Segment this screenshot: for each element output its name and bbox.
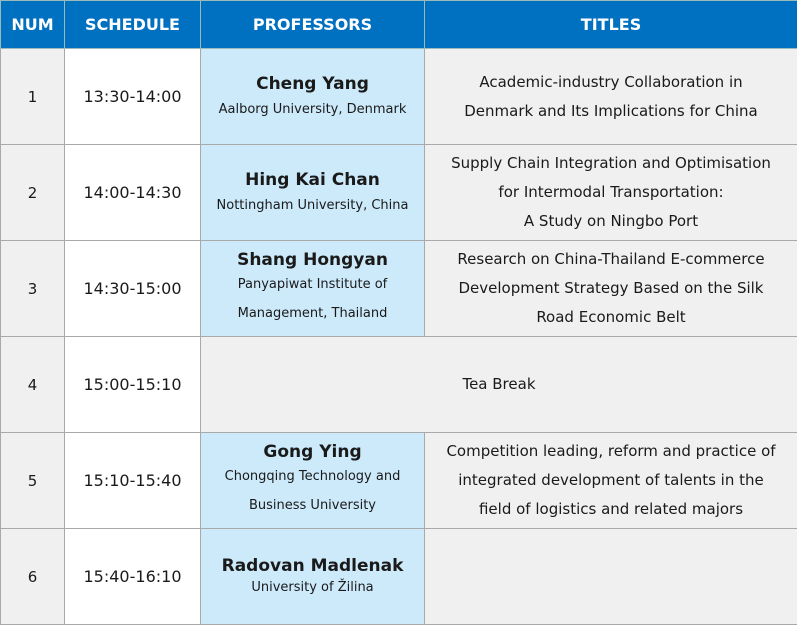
professor-affiliation: Nottingham University, China [216,197,409,213]
professor-cell: Radovan Madlenak University of Žilina [200,528,425,625]
title-line: integrated development of talents in the [458,471,764,489]
tea-break-cell: Tea Break [200,336,797,433]
schedule-cell: 15:10-15:40 [64,432,201,529]
title-cell: Research on China-Thailand E-commerce Dev… [424,240,797,337]
professor-affiliation: University of Žilina [251,579,374,595]
professor-name: Cheng Yang [256,73,369,94]
professor-affiliation: Management, Thailand [237,305,388,321]
professor-name: Hing Kai Chan [245,169,380,190]
header-titles: TITLES [424,0,797,49]
num-cell: 2 [0,144,65,241]
professor-affiliation: Business University [248,497,377,513]
table-row: 1 13:30-14:00 Cheng Yang Aalborg Universi… [0,48,797,145]
header-num: NUM [0,0,65,49]
title-cell: Academic-industry Collaboration in Denmar… [424,48,797,145]
table-row: 5 15:10-15:40 Gong Ying Chongqing Technol… [0,432,797,529]
schedule-cell: 15:00-15:10 [64,336,201,433]
schedule-cell: 15:40-16:10 [64,528,201,625]
professor-affiliation: Aalborg University, Denmark [218,101,407,117]
header-row: NUM SCHEDULE PROFESSORS TITLES [0,0,797,49]
title-line: Competition leading, reform and practice… [446,442,776,460]
table-row: 4 15:00-15:10 Tea Break [0,336,797,433]
schedule-cell: 14:30-15:00 [64,240,201,337]
title-line: Development Strategy Based on the Silk [458,279,764,297]
professor-affiliation: Panyapiwat Institute of [237,276,388,292]
schedule-cell: 14:00-14:30 [64,144,201,241]
table-row: 6 15:40-16:10 Radovan Madlenak University… [0,528,797,625]
num-cell: 6 [0,528,65,625]
title-line: Academic-industry Collaboration in [479,72,743,91]
professor-cell: Gong Ying Chongqing Technology and Busines… [200,432,425,529]
title-line: for Intermodal Transportation: [498,183,724,201]
professor-cell: Hing Kai Chan Nottingham University, Chin… [200,144,425,241]
professor-name: Gong Ying [263,441,362,462]
title-cell [424,528,797,625]
professor-name: Shang Hongyan [237,249,388,270]
header-schedule: SCHEDULE [64,0,201,49]
title-line: Road Economic Belt [536,308,686,326]
title-cell: Competition leading, reform and practice… [424,432,797,529]
table-row: 2 14:00-14:30 Hing Kai Chan Nottingham Un… [0,144,797,241]
professor-affiliation: Chongqing Technology and [224,468,401,484]
num-cell: 1 [0,48,65,145]
professor-name: Radovan Madlenak [221,555,404,576]
title-line: Research on China-Thailand E-commerce [457,250,765,268]
table-row: 3 14:30-15:00 Shang Hongyan Panyapiwat In… [0,240,797,337]
title-line: Denmark and Its Implications for China [464,101,758,120]
num-cell: 3 [0,240,65,337]
header-professors: PROFESSORS [200,0,425,49]
title-cell: Supply Chain Integration and Optimisatio… [424,144,797,241]
title-line: field of logistics and related majors [478,500,744,518]
title-line: Supply Chain Integration and Optimisatio… [451,154,771,172]
schedule-cell: 13:30-14:00 [64,48,201,145]
professor-cell: Cheng Yang Aalborg University, Denmark [200,48,425,145]
title-line: A Study on Ningbo Port [523,212,699,230]
num-cell: 4 [0,336,65,433]
num-cell: 5 [0,432,65,529]
professor-cell: Shang Hongyan Panyapiwat Institute of Mana… [200,240,425,337]
